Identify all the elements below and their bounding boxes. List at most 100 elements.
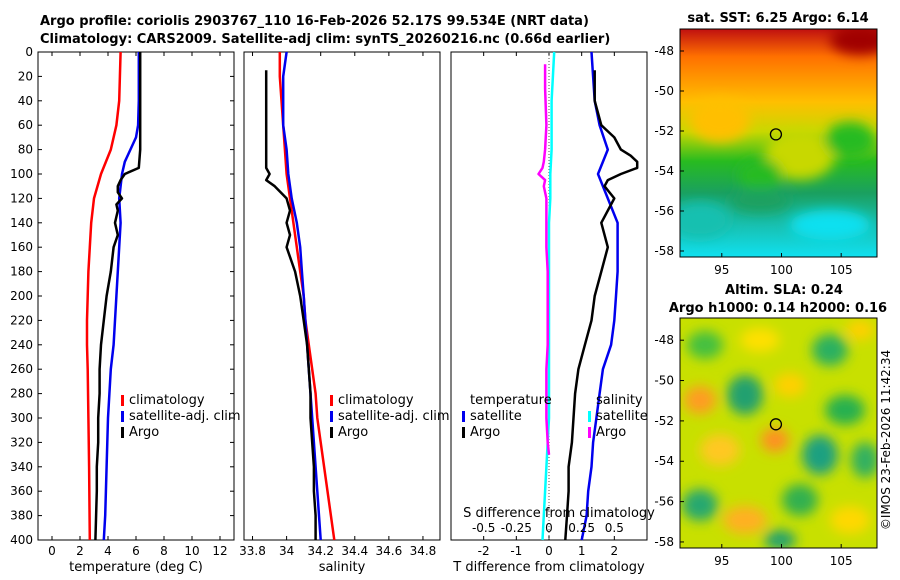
tdiff-xlabel: T difference from climatology: [452, 560, 645, 575]
sla-map-lon-label: 100: [770, 554, 793, 568]
salinity-axis-tick-label: 34.8: [410, 544, 437, 558]
depth-tick-label: 300: [10, 411, 33, 425]
salinity-axis-tick-label: 33.8: [239, 544, 266, 558]
temperature-legend-swatch: [121, 427, 124, 438]
sla-map-title-line-1: Altim. SLA: 0.24: [725, 283, 843, 298]
depth-tick-label: 260: [10, 362, 33, 376]
depth-tick-label: 360: [10, 484, 33, 498]
depth-tick-label: 40: [18, 94, 33, 108]
salinity-legend-swatch: [330, 395, 333, 406]
depth-tick-label: 340: [10, 460, 33, 474]
salinity-axis-tick-label: 34.6: [376, 544, 403, 558]
salinity-series-satellite-adj-clim: [281, 51, 322, 541]
depth-tick-label: 200: [10, 289, 33, 303]
difference-legend-temperature-entry: Argo: [470, 425, 500, 440]
depth-tick-label: 160: [10, 240, 33, 254]
sst-map-lon-label: 100: [770, 263, 793, 277]
temperature-legend-swatch: [121, 411, 124, 422]
difference-series-s-argo: [537, 64, 551, 455]
sst-map-lat-label: -58: [654, 244, 674, 258]
sdiff-tick-label: 0: [545, 521, 553, 535]
difference-series-s-satellite: [541, 51, 556, 541]
salinity-legend-entry: satellite-adj. clim: [338, 409, 450, 424]
salinity-panel-frame: [243, 51, 441, 541]
tdiff-axis-tick-label: -1: [510, 544, 522, 558]
depth-tick-label: 180: [10, 265, 33, 279]
temperature-axis-tick-label: 2: [76, 544, 84, 558]
temperature-legend-entry: satellite-adj. clim: [129, 409, 241, 424]
depth-tick-label: 80: [18, 143, 33, 157]
tdiff-axis-tick-label: -2: [478, 544, 490, 558]
sla-map-lat-label: -56: [654, 495, 674, 509]
difference-legend-temperature-entry: satellite: [470, 409, 522, 424]
sla-map-lat-label: -48: [654, 333, 674, 347]
tdiff-axis-tick-label: 1: [578, 544, 586, 558]
sst-map-lat-label: -48: [654, 44, 674, 58]
depth-tick-label: 280: [10, 387, 33, 401]
salinity-series-climatology: [278, 52, 336, 541]
depth-tick-label: 220: [10, 313, 33, 327]
temperature-legend-entry: Argo: [129, 425, 159, 440]
sla-map-image: [680, 318, 877, 548]
depth-tick-label: 380: [10, 509, 33, 523]
difference-legend-temperature-swatch: [462, 427, 465, 438]
difference-legend-salinity-entry: satellite: [596, 409, 648, 424]
sst-map-frame: [679, 28, 878, 258]
sla-map-argo-marker: [769, 418, 783, 431]
legend-temperature-title: temperature: [470, 393, 552, 408]
sla-map-lat-label: -58: [654, 535, 674, 549]
temperature-axis-tick-label: 12: [212, 544, 227, 558]
sst-map-lat-label: -50: [654, 84, 674, 98]
depth-tick-label: 0: [25, 45, 33, 59]
difference-legend-salinity-entry: Argo: [596, 425, 626, 440]
plot-title-line-2: Climatology: CARS2009. Satellite-adj cli…: [40, 32, 611, 47]
sst-map-lon-label: 105: [830, 263, 853, 277]
sdiff-tick-label: -0.5: [472, 521, 495, 535]
salinity-axis-tick-label: 34: [279, 544, 294, 558]
salinity-legend-entry: climatology: [338, 393, 414, 408]
temperature-axis-tick-label: 0: [48, 544, 56, 558]
temperature-series-argo: [94, 52, 142, 541]
plot-title-line-1: Argo profile: coriolis 2903767_110 16-Fe…: [40, 14, 589, 29]
temperature-axis-tick-label: 6: [132, 544, 140, 558]
depth-tick-label: 20: [18, 69, 33, 83]
sst-map-lat-label: -56: [654, 204, 674, 218]
sst-map-lat-label: -54: [654, 164, 674, 178]
salinity-axis-tick-label: 34.2: [307, 544, 334, 558]
difference-series-t-satellite: [580, 51, 619, 541]
temperature-axis-tick-label: 4: [104, 544, 112, 558]
sla-map-frame: [679, 317, 878, 549]
tdiff-axis-tick-label: 2: [611, 544, 619, 558]
salinity-legend-swatch: [330, 427, 333, 438]
depth-tick-label: 120: [10, 191, 33, 205]
sst-map-lon-label: 95: [714, 263, 729, 277]
sdiff-tick-label: 0.25: [568, 521, 595, 535]
sst-map-argo-marker: [769, 128, 783, 141]
temperature-axis-tick-label: 10: [184, 544, 199, 558]
sst-map-title: sat. SST: 6.25 Argo: 6.14: [687, 11, 868, 26]
sla-map-title-line-2: Argo h1000: 0.14 h2000: 0.16: [669, 301, 887, 316]
depth-tick-label: 100: [10, 167, 33, 181]
temperature-panel-frame: [37, 51, 235, 541]
sst-map-lat-label: -52: [654, 124, 674, 138]
sdiff-tick-label: 0.5: [605, 521, 624, 535]
legend-salinity-title: salinity: [596, 393, 643, 408]
sla-map-lat-label: -54: [654, 454, 674, 468]
sla-map-lat-label: -50: [654, 374, 674, 388]
temperature-legend-entry: climatology: [129, 393, 205, 408]
temperature-legend-swatch: [121, 395, 124, 406]
difference-legend-temperature-swatch: [462, 411, 465, 422]
difference-legend-salinity-swatch: [588, 427, 591, 438]
sdiff-xlabel: S difference from climatology: [463, 506, 655, 521]
salinity-axis-tick-label: 34.4: [341, 544, 368, 558]
tdiff-axis-tick-label: 0: [545, 544, 553, 558]
sla-map-lon-label: 95: [714, 554, 729, 568]
depth-tick-label: 140: [10, 216, 33, 230]
salinity-series-argo: [264, 70, 317, 540]
temperature-series-satellite-adj-clim: [102, 52, 141, 541]
temperature-series-climatology: [85, 51, 122, 541]
difference-series-t-argo: [564, 70, 639, 541]
salinity-legend-swatch: [330, 411, 333, 422]
salinity-xlabel: salinity: [319, 560, 366, 575]
